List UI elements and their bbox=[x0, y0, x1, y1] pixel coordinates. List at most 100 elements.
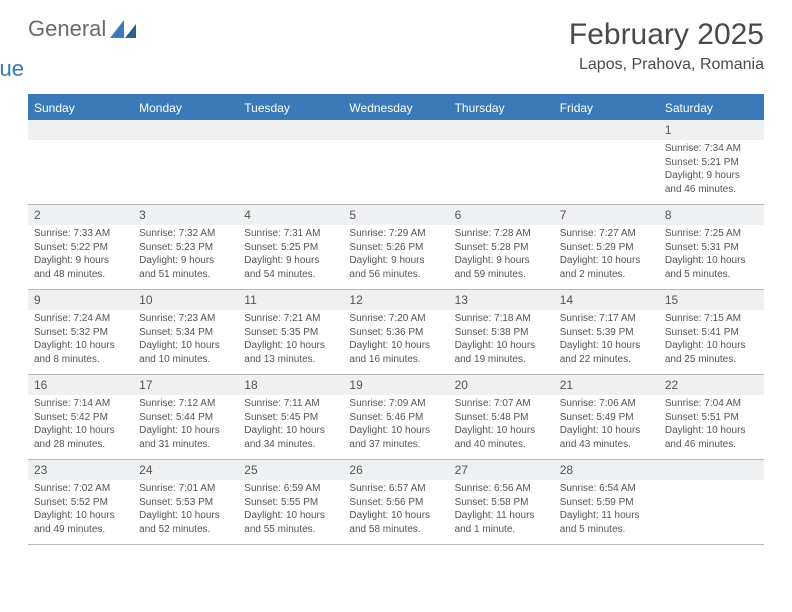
sunrise-text: Sunrise: 7:25 AM bbox=[665, 227, 758, 241]
sunrise-text: Sunrise: 6:59 AM bbox=[244, 482, 337, 496]
sunrise-text: Sunrise: 7:12 AM bbox=[139, 397, 232, 411]
sunrise-text: Sunrise: 7:15 AM bbox=[665, 312, 758, 326]
day-number: 18 bbox=[238, 375, 343, 395]
sunset-text: Sunset: 5:34 PM bbox=[139, 326, 232, 340]
daylight-text: Daylight: 11 hours and 5 minutes. bbox=[560, 509, 653, 536]
sunrise-text: Sunrise: 7:02 AM bbox=[34, 482, 127, 496]
day-number bbox=[449, 120, 554, 140]
sunset-text: Sunset: 5:52 PM bbox=[34, 496, 127, 510]
day-number: 15 bbox=[659, 290, 764, 310]
sunset-text: Sunset: 5:44 PM bbox=[139, 411, 232, 425]
sunrise-text: Sunrise: 7:24 AM bbox=[34, 312, 127, 326]
day-number: 5 bbox=[343, 205, 448, 225]
sunrise-text: Sunrise: 7:23 AM bbox=[139, 312, 232, 326]
day-number-row: 1 bbox=[28, 120, 764, 140]
daylight-text: Daylight: 9 hours and 48 minutes. bbox=[34, 254, 127, 281]
day-number bbox=[238, 120, 343, 140]
day-number-row: 232425262728 bbox=[28, 460, 764, 480]
day-number: 27 bbox=[449, 460, 554, 480]
daylight-text: Daylight: 9 hours and 51 minutes. bbox=[139, 254, 232, 281]
sunrise-text: Sunrise: 6:54 AM bbox=[560, 482, 653, 496]
weekday-header: Monday bbox=[133, 96, 238, 120]
daylight-text: Daylight: 10 hours and 19 minutes. bbox=[455, 339, 548, 366]
day-number: 7 bbox=[554, 205, 659, 225]
day-number: 1 bbox=[659, 120, 764, 140]
day-number: 6 bbox=[449, 205, 554, 225]
day-number: 17 bbox=[133, 375, 238, 395]
sunrise-text: Sunrise: 7:34 AM bbox=[665, 142, 758, 156]
day-cell: Sunrise: 7:11 AMSunset: 5:45 PMDaylight:… bbox=[238, 395, 343, 459]
day-number: 10 bbox=[133, 290, 238, 310]
daylight-text: Daylight: 10 hours and 31 minutes. bbox=[139, 424, 232, 451]
day-number bbox=[133, 120, 238, 140]
sunset-text: Sunset: 5:23 PM bbox=[139, 241, 232, 255]
day-cell: Sunrise: 7:06 AMSunset: 5:49 PMDaylight:… bbox=[554, 395, 659, 459]
sunset-text: Sunset: 5:55 PM bbox=[244, 496, 337, 510]
sunset-text: Sunset: 5:56 PM bbox=[349, 496, 442, 510]
day-cell: Sunrise: 7:25 AMSunset: 5:31 PMDaylight:… bbox=[659, 225, 764, 289]
day-number: 23 bbox=[28, 460, 133, 480]
sunset-text: Sunset: 5:21 PM bbox=[665, 156, 758, 170]
week-row: Sunrise: 7:24 AMSunset: 5:32 PMDaylight:… bbox=[28, 310, 764, 375]
sunset-text: Sunset: 5:32 PM bbox=[34, 326, 127, 340]
day-cell: Sunrise: 7:29 AMSunset: 5:26 PMDaylight:… bbox=[343, 225, 448, 289]
daylight-text: Daylight: 10 hours and 2 minutes. bbox=[560, 254, 653, 281]
day-cell: Sunrise: 7:24 AMSunset: 5:32 PMDaylight:… bbox=[28, 310, 133, 374]
sunrise-text: Sunrise: 6:56 AM bbox=[455, 482, 548, 496]
day-number: 25 bbox=[238, 460, 343, 480]
day-cell: Sunrise: 7:33 AMSunset: 5:22 PMDaylight:… bbox=[28, 225, 133, 289]
weekday-header: Tuesday bbox=[238, 96, 343, 120]
sunset-text: Sunset: 5:25 PM bbox=[244, 241, 337, 255]
sunset-text: Sunset: 5:45 PM bbox=[244, 411, 337, 425]
day-cell: Sunrise: 7:07 AMSunset: 5:48 PMDaylight:… bbox=[449, 395, 554, 459]
weekday-header-row: Sunday Monday Tuesday Wednesday Thursday… bbox=[28, 96, 764, 120]
sunset-text: Sunset: 5:29 PM bbox=[560, 241, 653, 255]
sunrise-text: Sunrise: 7:27 AM bbox=[560, 227, 653, 241]
day-cell: Sunrise: 7:09 AMSunset: 5:46 PMDaylight:… bbox=[343, 395, 448, 459]
day-number: 21 bbox=[554, 375, 659, 395]
day-cell: Sunrise: 6:56 AMSunset: 5:58 PMDaylight:… bbox=[449, 480, 554, 544]
sunset-text: Sunset: 5:41 PM bbox=[665, 326, 758, 340]
daylight-text: Daylight: 10 hours and 8 minutes. bbox=[34, 339, 127, 366]
daylight-text: Daylight: 10 hours and 16 minutes. bbox=[349, 339, 442, 366]
weekday-header: Thursday bbox=[449, 96, 554, 120]
day-cell bbox=[133, 140, 238, 204]
daylight-text: Daylight: 10 hours and 40 minutes. bbox=[455, 424, 548, 451]
day-cell: Sunrise: 7:34 AMSunset: 5:21 PMDaylight:… bbox=[659, 140, 764, 204]
week-row: Sunrise: 7:14 AMSunset: 5:42 PMDaylight:… bbox=[28, 395, 764, 460]
sunrise-text: Sunrise: 7:29 AM bbox=[349, 227, 442, 241]
weekday-header: Sunday bbox=[28, 96, 133, 120]
day-cell: Sunrise: 7:02 AMSunset: 5:52 PMDaylight:… bbox=[28, 480, 133, 544]
title-block: February 2025 Lapos, Prahova, Romania bbox=[569, 18, 764, 74]
sunrise-text: Sunrise: 6:57 AM bbox=[349, 482, 442, 496]
week-row: Sunrise: 7:34 AMSunset: 5:21 PMDaylight:… bbox=[28, 140, 764, 205]
day-cell bbox=[343, 140, 448, 204]
logo-sail-icon bbox=[110, 20, 138, 40]
sunrise-text: Sunrise: 7:06 AM bbox=[560, 397, 653, 411]
weekday-header: Saturday bbox=[659, 96, 764, 120]
sunrise-text: Sunrise: 7:17 AM bbox=[560, 312, 653, 326]
daylight-text: Daylight: 10 hours and 25 minutes. bbox=[665, 339, 758, 366]
month-title: February 2025 bbox=[569, 18, 764, 52]
sunset-text: Sunset: 5:26 PM bbox=[349, 241, 442, 255]
day-number-row: 9101112131415 bbox=[28, 290, 764, 310]
day-number bbox=[343, 120, 448, 140]
day-cell: Sunrise: 7:14 AMSunset: 5:42 PMDaylight:… bbox=[28, 395, 133, 459]
daylight-text: Daylight: 10 hours and 13 minutes. bbox=[244, 339, 337, 366]
sunset-text: Sunset: 5:22 PM bbox=[34, 241, 127, 255]
sunset-text: Sunset: 5:42 PM bbox=[34, 411, 127, 425]
daylight-text: Daylight: 10 hours and 58 minutes. bbox=[349, 509, 442, 536]
day-cell: Sunrise: 6:59 AMSunset: 5:55 PMDaylight:… bbox=[238, 480, 343, 544]
weekday-header: Wednesday bbox=[343, 96, 448, 120]
sunrise-text: Sunrise: 7:20 AM bbox=[349, 312, 442, 326]
day-number: 24 bbox=[133, 460, 238, 480]
sunset-text: Sunset: 5:53 PM bbox=[139, 496, 232, 510]
sunset-text: Sunset: 5:51 PM bbox=[665, 411, 758, 425]
sunset-text: Sunset: 5:28 PM bbox=[455, 241, 548, 255]
day-cell: Sunrise: 7:27 AMSunset: 5:29 PMDaylight:… bbox=[554, 225, 659, 289]
daylight-text: Daylight: 9 hours and 59 minutes. bbox=[455, 254, 548, 281]
day-number: 8 bbox=[659, 205, 764, 225]
day-cell bbox=[554, 140, 659, 204]
weekday-header: Friday bbox=[554, 96, 659, 120]
daylight-text: Daylight: 10 hours and 46 minutes. bbox=[665, 424, 758, 451]
